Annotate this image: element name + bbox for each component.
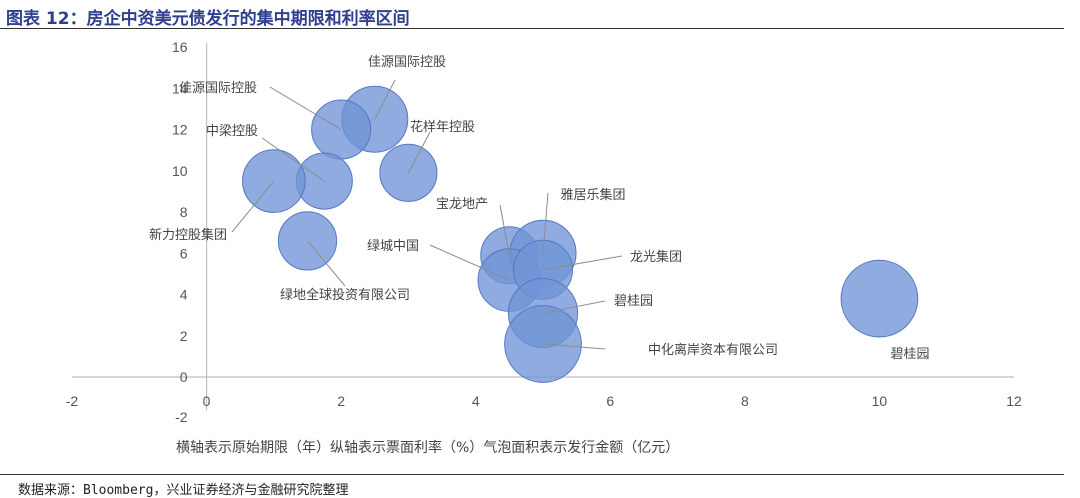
leader-line <box>307 240 346 287</box>
bubble-label: 中梁控股 <box>206 124 258 139</box>
leader-lines <box>231 79 623 350</box>
bubble-label: 花样年控股 <box>410 119 475 135</box>
bubble-label: 中化离岸资本有限公司 <box>648 342 778 358</box>
leader-line <box>542 300 606 314</box>
bubble-label: 新力控股集团 <box>149 227 227 243</box>
leader-line <box>429 244 510 281</box>
bubble <box>311 99 372 160</box>
x-tick-label: 2 <box>337 393 345 409</box>
leader-line <box>407 131 431 174</box>
y-tick-label: 8 <box>180 204 188 220</box>
y-tick-label: 0 <box>180 369 188 385</box>
source-rule <box>0 474 1064 475</box>
y-tick-label: 4 <box>180 287 188 303</box>
y-tick-label: 6 <box>180 245 188 261</box>
bubble-label: 佳源国际控股 <box>368 55 446 70</box>
x-tick-label: -2 <box>66 393 79 409</box>
y-tick-label: -2 <box>175 409 188 425</box>
leader-line <box>374 79 396 120</box>
x-tick-label: 4 <box>472 393 480 409</box>
x-tick-label: 6 <box>606 393 614 409</box>
bubble <box>840 259 919 338</box>
bubble-labels: 佳源国际控股佳源国际控股花样年控股中梁控股新力控股集团绿地全球投资有限公司宝龙地… <box>149 55 930 362</box>
bubble-label: 绿地全球投资有限公司 <box>280 287 410 303</box>
leader-line <box>542 343 606 350</box>
y-tick-label: 2 <box>180 328 188 344</box>
y-tick-label: 14 <box>172 80 188 96</box>
x-tick-label: 10 <box>872 393 888 409</box>
leader-line <box>499 204 510 256</box>
bubble-label: 佳源国际控股 <box>179 81 257 96</box>
title-rule <box>0 28 1064 29</box>
leader-line <box>542 192 549 254</box>
y-tick-label: 16 <box>172 39 188 55</box>
axis-note: 横轴表示原始期限（年）纵轴表示票面利率（%）气泡面积表示发行金额（亿元） <box>176 439 679 456</box>
source-note: 数据来源：Bloomberg，兴业证券经济与金融研究院整理 <box>18 483 349 498</box>
bubble-label: 雅居乐集团 <box>560 187 625 203</box>
y-tick-label: 12 <box>172 122 188 138</box>
leader-line <box>269 86 342 130</box>
bubble-label: 龙光集团 <box>630 249 682 265</box>
chart-title: 图表 12：房企中资美元债发行的集中期限和利率区间 <box>6 9 410 29</box>
bubble-label: 宝龙地产 <box>436 197 488 212</box>
x-tick-label: 8 <box>741 393 749 409</box>
leader-line <box>542 255 623 271</box>
x-tick-label: 12 <box>1006 393 1022 409</box>
leader-line <box>231 180 275 233</box>
bubble-label: 碧桂园 <box>614 294 653 309</box>
leader-line <box>261 137 325 182</box>
bubble-layer <box>242 85 919 383</box>
y-tick-label: 10 <box>172 163 188 179</box>
bubble-label: 碧桂园 <box>890 347 929 362</box>
chart-axes: -2 0 2 4 6 8 10 12 -2 0 2 4 6 8 10 12 14 16 <box>66 39 1022 425</box>
x-tick-label: 0 <box>203 393 211 409</box>
bubble-label: 绿城中国 <box>367 239 419 254</box>
